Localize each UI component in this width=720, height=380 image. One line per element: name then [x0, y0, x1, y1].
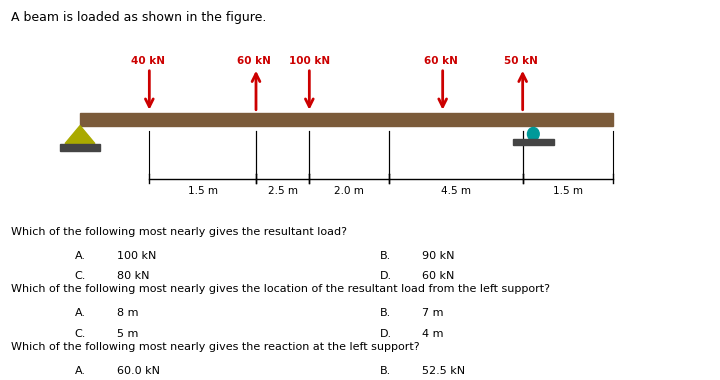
Polygon shape [65, 126, 95, 144]
Text: 100 kN: 100 kN [289, 56, 330, 66]
Text: 8 m: 8 m [117, 308, 139, 318]
Circle shape [528, 127, 539, 141]
Text: A.: A. [75, 251, 86, 261]
Text: 52.5 kN: 52.5 kN [422, 366, 465, 376]
Text: B.: B. [379, 366, 391, 376]
Text: D.: D. [379, 329, 392, 339]
Text: 60 kN: 60 kN [422, 271, 454, 282]
Text: 7 m: 7 m [422, 308, 444, 318]
Text: 5 m: 5 m [117, 329, 138, 339]
Text: 4 m: 4 m [422, 329, 444, 339]
Bar [60, 144, 100, 151]
Text: A beam is loaded as shown in the figure.: A beam is loaded as shown in the figure. [11, 11, 266, 24]
Text: A.: A. [75, 308, 86, 318]
Text: Which of the following most nearly gives the location of the resultant load from: Which of the following most nearly gives… [11, 284, 550, 294]
Text: B.: B. [379, 251, 391, 261]
Text: 4.5 m: 4.5 m [441, 186, 471, 196]
Text: A.: A. [75, 366, 86, 376]
Text: 60 kN: 60 kN [238, 56, 271, 66]
Text: Which of the following most nearly gives the resultant load?: Which of the following most nearly gives… [11, 227, 347, 237]
Text: 80 kN: 80 kN [117, 271, 150, 282]
Text: B.: B. [379, 308, 391, 318]
Text: C.: C. [75, 329, 86, 339]
Text: 60 kN: 60 kN [424, 56, 458, 66]
Text: 90 kN: 90 kN [422, 251, 454, 261]
Text: 50 kN: 50 kN [504, 56, 538, 66]
Text: 2.0 m: 2.0 m [334, 186, 364, 196]
Text: 1.5 m: 1.5 m [553, 186, 583, 196]
Text: D.: D. [379, 271, 392, 282]
Text: 1.5 m: 1.5 m [188, 186, 217, 196]
Text: 60.0 kN: 60.0 kN [117, 366, 160, 376]
Text: 40 kN: 40 kN [130, 56, 165, 66]
Text: Which of the following most nearly gives the reaction at the left support?: Which of the following most nearly gives… [11, 342, 420, 352]
Text: 100 kN: 100 kN [117, 251, 156, 261]
Text: C.: C. [75, 271, 86, 282]
Text: 2.5 m: 2.5 m [268, 186, 297, 196]
Bar [80, 112, 613, 126]
Bar [513, 139, 554, 145]
